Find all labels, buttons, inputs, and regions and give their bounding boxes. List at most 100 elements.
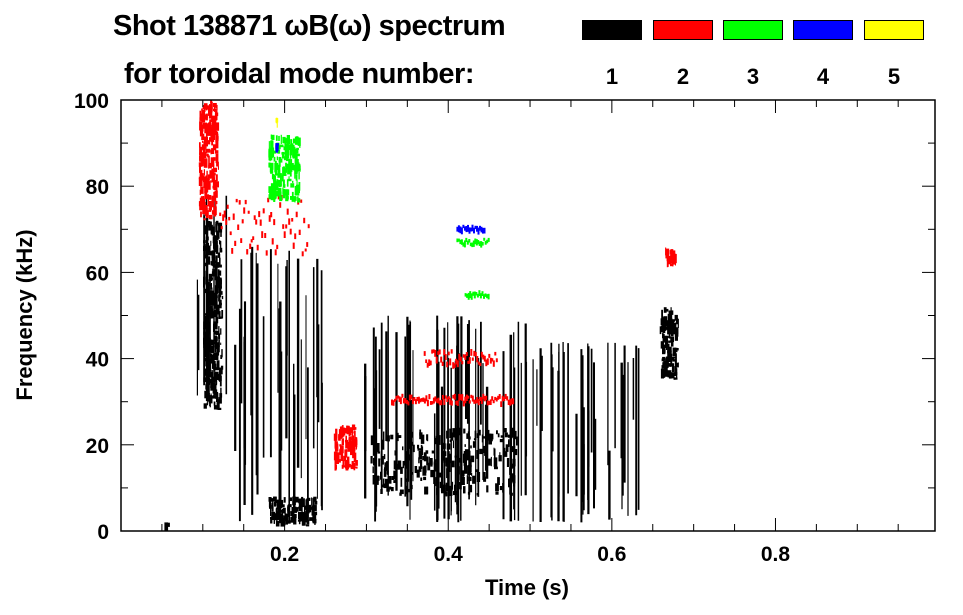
mode-1-blob-mark [495,491,499,495]
mode-1-blob-mark [372,475,376,485]
mode-1-blob-mark [667,313,670,322]
mode-4-band-mark [464,226,466,231]
mode-1-blob-mark [383,468,387,477]
mode-1-blob-mark [211,226,215,236]
mode-2-blob-mark [204,201,206,209]
mode-2-band-mark [271,238,274,245]
mode-1-blob-mark [219,240,222,249]
mode-1-blob-mark [470,445,472,449]
mode-1-blob-mark [298,516,301,525]
mode-1-blob-mark [423,476,427,481]
mode-3-band-mark [469,291,472,299]
mode-3-blob-mark [285,138,288,144]
mode-2-blob-mark [207,197,210,207]
mode-2-blob-mark [215,150,219,154]
mode-1-blob-mark [406,454,411,461]
mode-2-blob-mark [203,183,207,188]
mode-3-blob-mark [294,148,299,154]
mode-3-band-mark [481,291,484,296]
axes: 0.2 0.4 0.6 0.8 0 20 40 60 80 100 [74,90,936,566]
mode-3-blob-mark [275,160,277,170]
mode-3-blob-mark [295,174,298,181]
mode-2-blob-mark [205,123,209,132]
mode-4-band-mark [483,227,486,234]
mode-1-blob-mark [410,451,412,458]
mode-2-band-mark [292,242,295,249]
mode-2-band-mark [441,361,444,366]
mode-2-band-mark [431,349,434,354]
mode-2-band-mark [497,395,500,400]
mode-2-blob-mark [339,447,342,453]
mode-1-blob-mark [422,456,426,461]
mode-1-blob-mark [382,478,385,488]
mode-1-blob-mark [219,393,223,398]
mode-1-blob-mark [293,515,297,525]
mode-2-blob-mark [205,210,209,219]
mode-2-blob-mark [205,128,208,137]
mode-2-blob-mark [201,158,204,167]
mode-3-band-mark [459,239,462,245]
mode-1-blob-mark [510,427,514,438]
mode-3-blob-mark [294,157,297,164]
mode-2-blob-mark [203,155,205,162]
mode-2-blob-mark [211,197,215,200]
mode-1-blob-mark [281,518,285,524]
mode-3-blob-mark [269,163,271,168]
mode-1-blob-mark [434,437,438,445]
mode-2-blob-mark [342,429,345,437]
mode-2-band-mark [458,393,461,401]
mode-1-blob-mark [445,482,448,491]
mode-3-blob-mark [275,173,279,176]
mode-4-band-mark [473,227,475,234]
mode-1-blob-mark [411,431,414,438]
mode-2-band-mark [253,215,256,220]
mode-3-band-mark [479,293,482,299]
mode-2-blob-mark [205,148,207,154]
mode-1-blob-mark [210,345,215,354]
mode-2-band-mark [435,398,438,403]
mode-2-blob-mark [198,162,202,167]
mode-1-blob-mark [472,475,476,484]
mode-1-blob-mark [433,475,435,484]
mode-1-blob-mark [669,336,671,339]
mode-2-region [333,424,358,471]
mode-1-blob-mark [211,256,214,266]
mode-2-blob-mark [348,438,351,444]
mode-3-blob-mark [270,186,274,193]
mode-2-blob-mark [208,164,210,169]
mode-1-blob-mark [289,497,292,502]
mode-1-blob-mark [429,458,433,465]
mode-2-band-mark [429,360,432,366]
mode-1-blob-mark [486,435,491,441]
mode-1-blob-mark [436,488,440,496]
mode-2-blob-mark [206,105,210,108]
mode-1-blob-mark [438,435,441,445]
mode-1-region [268,496,318,527]
mode-2-region [665,247,677,268]
mode-2-blob-mark [199,146,203,155]
mode-1-blob-mark [499,452,501,462]
mode-1-blob-mark [211,229,214,235]
mode-1-blob-mark [287,509,289,517]
mode-1-blob-mark [270,506,272,516]
mode-3-blob-mark [271,147,275,158]
mode-1-blob-mark [203,262,208,267]
mode-2-blob-mark [217,166,219,170]
mode-3-blob-mark [286,163,289,170]
mode-2-band-mark [408,394,411,401]
mode-4-band-mark [462,224,465,229]
mode-1-blob-mark [452,491,457,496]
mode-2-blob-mark [212,115,216,126]
mode-1-blob-mark [217,252,220,258]
mode-2-band-mark [474,399,477,404]
legend-label-mode-4: 4 [816,64,830,89]
legend-swatch-mode-4 [793,20,853,40]
mode-2-band-mark [462,400,465,407]
mode-1-blob-mark [663,307,667,313]
mode-2-blob-mark [200,152,204,158]
mode-1-blob-mark [383,454,386,460]
mode-1-blob-mark [204,228,207,235]
mode-1-blob-mark [218,407,222,410]
mode-1-blob-mark [666,320,670,327]
mode-3-blob-mark [270,164,274,174]
